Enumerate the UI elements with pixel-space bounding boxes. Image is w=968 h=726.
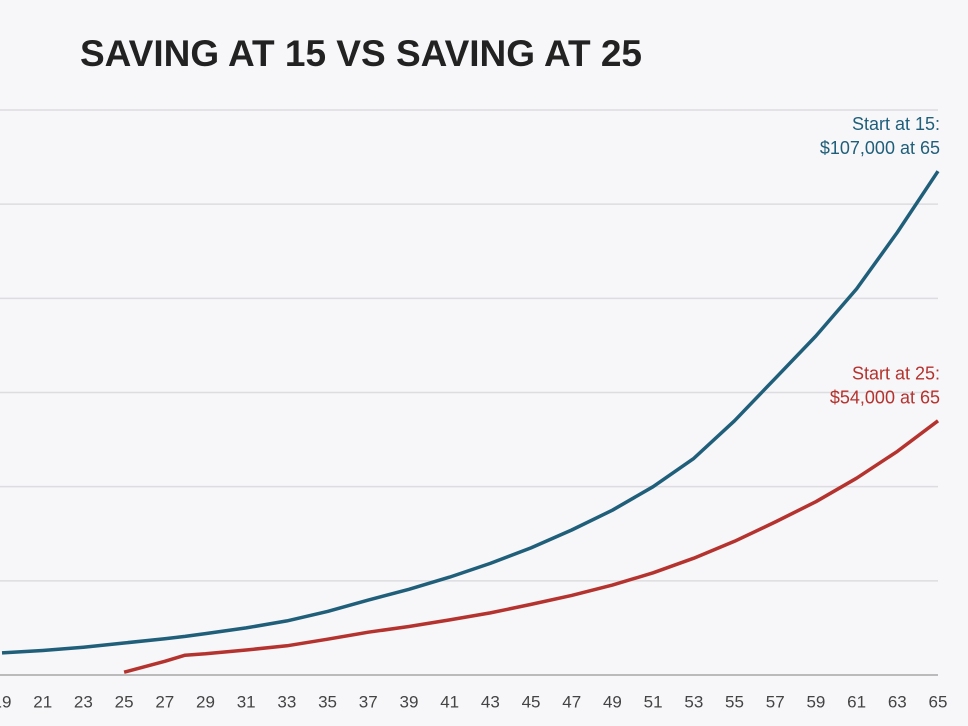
x-tick-label: 21: [33, 692, 52, 711]
x-tick-label: 51: [644, 692, 663, 711]
x-tick-label: 25: [115, 692, 134, 711]
x-tick-label: 29: [196, 692, 215, 711]
x-tick-label: 53: [684, 692, 703, 711]
x-tick-label: 63: [888, 692, 907, 711]
x-tick-label: 43: [481, 692, 500, 711]
x-tick-label: 35: [318, 692, 337, 711]
x-tick-label: 59: [806, 692, 825, 711]
x-tick-label: 19: [0, 692, 11, 711]
series-line: [1, 170, 940, 655]
x-tick-label: 49: [603, 692, 622, 711]
x-tick-label: 27: [155, 692, 174, 711]
x-tick-label: 47: [562, 692, 581, 711]
x-tick-label: 61: [847, 692, 866, 711]
series-line: [123, 419, 940, 674]
annotation: $54,000 at 65: [830, 388, 940, 408]
x-tick-label: 41: [440, 692, 459, 711]
x-tick-label: 45: [522, 692, 541, 711]
x-tick-label: 31: [237, 692, 256, 711]
x-tick-label: 55: [725, 692, 744, 711]
annotation: Start at 25:: [852, 364, 940, 384]
x-tick-label: 23: [74, 692, 93, 711]
x-tick-label: 65: [929, 692, 948, 711]
x-tick-label: 39: [399, 692, 418, 711]
annotation: $107,000 at 65: [820, 138, 940, 158]
x-tick-label: 37: [359, 692, 378, 711]
chart-title: SAVING AT 15 VS SAVING AT 25: [80, 33, 642, 74]
x-tick-label: 33: [277, 692, 296, 711]
annotation: Start at 15:: [852, 114, 940, 134]
x-tick-label: 57: [766, 692, 785, 711]
